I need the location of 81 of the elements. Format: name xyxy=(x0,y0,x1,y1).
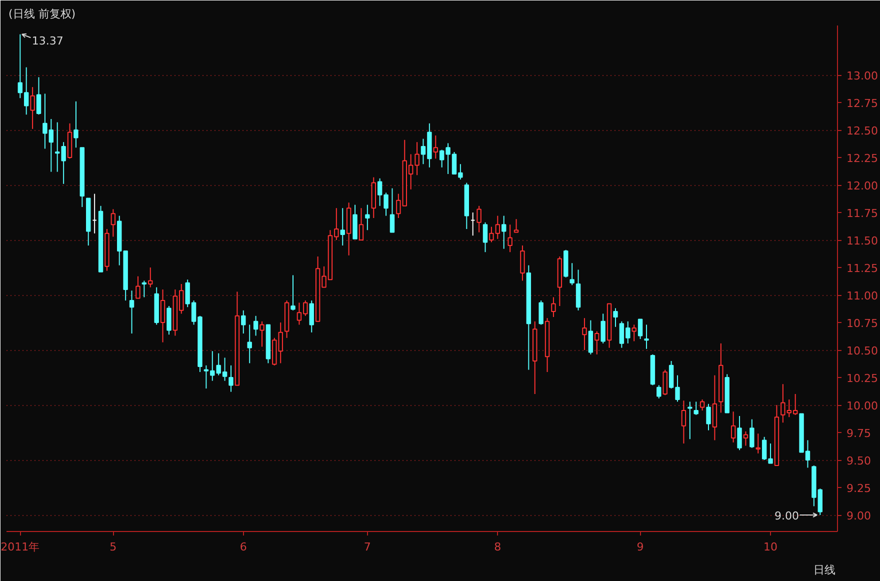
y-tick-label: 12.50 xyxy=(846,124,878,138)
y-tick-label: 9.75 xyxy=(846,427,871,440)
candlestick xyxy=(166,306,172,336)
candlestick xyxy=(290,274,296,311)
candlestick xyxy=(36,76,42,116)
x-tick-label: 6 xyxy=(240,540,247,554)
candlestick xyxy=(594,330,600,355)
candlestick xyxy=(570,262,574,286)
candlestick xyxy=(365,204,370,231)
x-tick-label: 7 xyxy=(364,540,371,554)
candlestick xyxy=(644,324,649,350)
candlestick xyxy=(253,315,258,336)
y-tick-label: 10.50 xyxy=(846,344,878,358)
candlestick xyxy=(340,208,345,246)
candlestick xyxy=(576,269,581,311)
candlestick xyxy=(712,374,718,441)
x-tick-label: 5 xyxy=(110,540,117,554)
y-tick-label: 11.00 xyxy=(846,290,878,302)
candlestick xyxy=(700,399,705,411)
candlestick xyxy=(508,224,512,253)
candlestick xyxy=(613,308,618,328)
candlestick xyxy=(582,318,587,350)
x-tick-label: 10 xyxy=(764,540,778,554)
y-tick-label: 9.25 xyxy=(846,482,871,495)
candlestick xyxy=(600,313,606,344)
candlestick xyxy=(706,403,711,431)
candlestick xyxy=(228,364,234,392)
x-tick-label: 8 xyxy=(494,540,502,554)
candlestick xyxy=(551,296,556,318)
candlestick xyxy=(750,418,754,448)
annotation: 13.37 xyxy=(32,34,64,48)
candlestick xyxy=(129,290,134,334)
y-tick-label: 13.00 xyxy=(846,70,878,82)
y-tick-label: 11.25 xyxy=(846,262,878,275)
candlestick xyxy=(482,222,488,253)
candlestick xyxy=(148,267,153,288)
candlestick xyxy=(136,276,140,299)
x-axis-title: 日线 xyxy=(814,564,836,576)
y-tick-label: 9.50 xyxy=(846,454,871,468)
candlestick xyxy=(260,320,264,348)
x-tick-label: 9 xyxy=(636,540,644,554)
y-tick-label: 9.00 xyxy=(846,510,871,522)
annotation: 9.00 xyxy=(774,510,800,522)
candlestick xyxy=(241,310,246,334)
candlestick xyxy=(656,384,662,399)
candlestick xyxy=(142,280,147,298)
candlestick xyxy=(743,430,748,446)
candlestick xyxy=(390,188,395,233)
candlestick xyxy=(514,218,519,233)
candlestick xyxy=(502,215,506,250)
y-tick-label: 11.50 xyxy=(846,234,878,248)
y-tick-label: 12.75 xyxy=(846,97,878,110)
y-tick-label: 12.00 xyxy=(846,180,878,192)
candlestick xyxy=(737,416,742,451)
candlestick xyxy=(74,100,78,148)
y-tick-label: 12.25 xyxy=(846,152,878,165)
candlestick xyxy=(662,369,668,396)
candlestick xyxy=(160,289,166,343)
y-tick-label: 10.00 xyxy=(846,400,878,412)
candlestick xyxy=(632,324,636,342)
y-tick-label: 10.75 xyxy=(846,317,878,330)
candlestick xyxy=(247,324,252,364)
candlestick xyxy=(309,300,314,333)
candlestick xyxy=(730,411,736,443)
candlestick xyxy=(358,208,364,240)
candlestick xyxy=(110,208,116,238)
candlestick xyxy=(756,433,760,454)
x-tick-label: 2011年 xyxy=(0,540,40,554)
candlestick xyxy=(688,401,692,440)
candlestick xyxy=(538,300,544,326)
y-tick-label: 10.25 xyxy=(846,372,878,385)
candlestick xyxy=(588,320,594,355)
candlestick xyxy=(30,86,35,130)
chart-title: (日线 前复权) xyxy=(8,8,76,20)
candlestick xyxy=(681,400,686,444)
candlestick xyxy=(476,205,482,233)
candlestick xyxy=(433,135,438,160)
candlestick xyxy=(694,401,698,416)
candlestick xyxy=(638,318,643,340)
candlestick xyxy=(520,245,525,282)
y-tick-label: 11.75 xyxy=(846,207,878,220)
